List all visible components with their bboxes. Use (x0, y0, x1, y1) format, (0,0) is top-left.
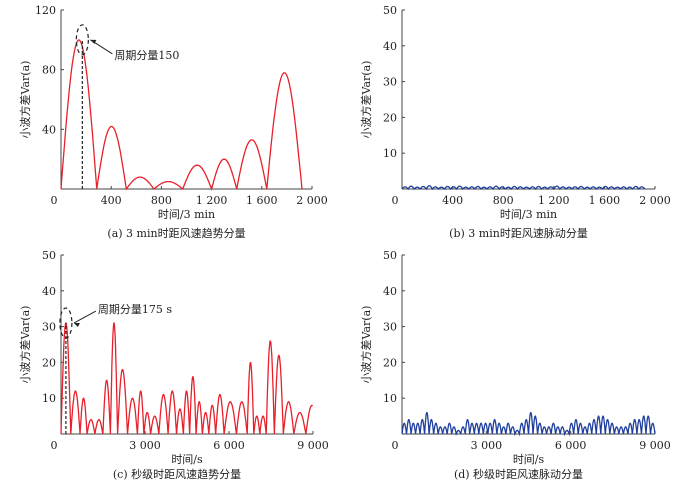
y-tick-label: 50 (383, 4, 397, 17)
panel-caption: (a) 3 min时距风速趋势分量 (107, 227, 245, 240)
period-highlight-ellipse (59, 307, 73, 339)
x-tick-label: 1 200 (538, 194, 570, 207)
series-line (60, 322, 314, 435)
y-tick-label: 20 (383, 356, 397, 369)
x-tick-label: 400 (442, 194, 463, 207)
y-tick-label: 40 (383, 285, 397, 298)
x-tick-label: 800 (493, 194, 514, 207)
y-axis-label: 小波方差Var(a) (359, 306, 373, 384)
x-tick-label: 2 000 (639, 194, 671, 207)
x-tick-label: 1 200 (196, 194, 228, 207)
y-tick-label: 50 (42, 249, 56, 262)
x-tick-label: 9 000 (297, 439, 329, 452)
y-tick-label: 40 (42, 123, 56, 136)
x-tick-label: 400 (101, 194, 122, 207)
panel-caption: (b) 3 min时距风速脉动分量 (449, 226, 588, 240)
x-tick-label: 6 000 (555, 439, 587, 452)
y-axis-label: 小波方差Var(a) (18, 61, 32, 139)
y-tick-label: 40 (42, 285, 56, 298)
y-tick-label: 40 (383, 40, 397, 53)
annotation-label: 周期分量150 (114, 49, 179, 62)
y-tick-label: 20 (42, 356, 56, 369)
x-tick-label: 0 (51, 194, 58, 207)
y-tick-label: 30 (42, 321, 56, 334)
y-tick-label: 80 (42, 64, 56, 77)
x-tick-label: 0 (392, 439, 399, 452)
x-tick-label: 1 600 (246, 194, 278, 207)
period-highlight-ellipse (75, 24, 89, 56)
y-tick-label: 10 (383, 392, 397, 405)
y-tick-label: 10 (383, 147, 397, 160)
x-tick-label: 0 (392, 194, 399, 207)
x-tick-label: 1 600 (589, 194, 621, 207)
y-tick-label: 50 (383, 249, 397, 262)
arrowhead-icon (90, 39, 97, 44)
series-line (401, 411, 656, 437)
y-tick-label: 20 (383, 111, 397, 124)
panel-c: 0 3 000 6 000 9 000 10 20 30 40 50 时间/s 小波方差Var(a)… (18, 249, 329, 481)
panel-caption: (d) 秒级时距风速脉动分量 (454, 467, 583, 481)
annotation-label: 周期分量175 s (98, 303, 172, 316)
x-tick-label: 3 000 (129, 439, 161, 452)
y-tick-label: 120 (35, 4, 56, 17)
panel-d: 0 3 000 6 000 9 000 10 20 30 40 50 时间/s 小波方差Var(a)… (359, 249, 671, 481)
x-axis-label: 时间/3 min (158, 208, 215, 221)
panel-a: 0 400 800 1 200 1 600 2 000 40 80 120 时间/3 min 小波方… (18, 4, 328, 240)
y-axis-label: 小波方差Var(a) (359, 61, 373, 139)
x-tick-label: 0 (51, 439, 58, 452)
y-tick-label: 10 (42, 392, 56, 405)
x-axis-label: 时间/3 min (500, 208, 557, 221)
panel-caption: (c) 秒级时距风速趋势分量 (113, 467, 241, 481)
x-tick-label: 800 (151, 194, 172, 207)
x-tick-label: 3 000 (471, 439, 503, 452)
x-tick-label: 6 000 (213, 439, 245, 452)
series-line (401, 185, 646, 191)
x-axis-label: 时间/s (513, 453, 545, 466)
panel-b: 0 400 800 1 200 1 600 2 000 10 20 30 40 50 时间/3 min… (359, 4, 671, 240)
x-tick-label: 2 000 (296, 194, 328, 207)
x-axis-label: 时间/s (171, 453, 203, 466)
series-line (60, 39, 303, 192)
x-tick-label: 9 000 (639, 439, 671, 452)
arrowhead-icon (73, 323, 80, 328)
annotation-arrow (73, 310, 97, 324)
y-tick-label: 30 (383, 76, 397, 89)
y-tick-label: 30 (383, 321, 397, 334)
y-axis-label: 小波方差Var(a) (18, 306, 32, 384)
